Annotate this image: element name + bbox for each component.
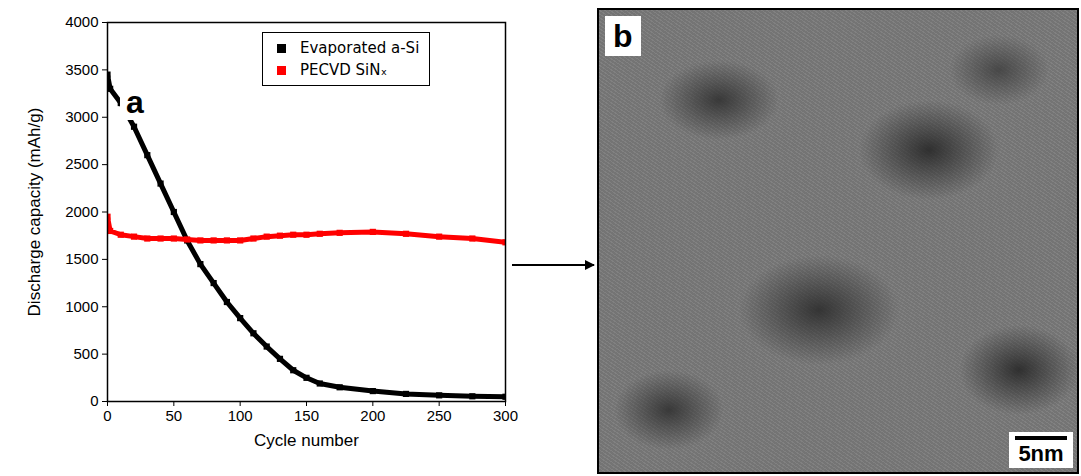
svg-text:2500: 2500 xyxy=(65,155,98,172)
svg-text:300: 300 xyxy=(493,407,518,424)
html-text:5nm: 5nm xyxy=(1018,441,1064,466)
svg-text:1000: 1000 xyxy=(65,298,98,315)
html-text:a: a xyxy=(126,84,144,120)
svg-text:100: 100 xyxy=(228,407,253,424)
svg-text:150: 150 xyxy=(294,407,319,424)
svg-text:3000: 3000 xyxy=(65,108,98,125)
svg-text:4000: 4000 xyxy=(65,13,98,30)
svg-text:2000: 2000 xyxy=(65,203,98,220)
svg-text:50: 50 xyxy=(165,407,182,424)
svg-text:Discharge capacity (mAh/g): Discharge capacity (mAh/g) xyxy=(25,108,44,317)
svg-text:Cycle number: Cycle number xyxy=(254,431,359,450)
svg-text:500: 500 xyxy=(73,345,98,362)
html-text:Evaporated a-Si: Evaporated a-Si xyxy=(300,39,420,57)
svg-text:3500: 3500 xyxy=(65,61,98,78)
svg-text:250: 250 xyxy=(427,407,452,424)
html-text:PECVD SiNₓ: PECVD SiNₓ xyxy=(300,61,388,79)
html-text:b: b xyxy=(613,18,633,54)
svg-text:200: 200 xyxy=(360,407,385,424)
svg-text:0: 0 xyxy=(103,407,111,424)
svg-text:0: 0 xyxy=(90,392,98,409)
svg-text:1500: 1500 xyxy=(65,250,98,267)
